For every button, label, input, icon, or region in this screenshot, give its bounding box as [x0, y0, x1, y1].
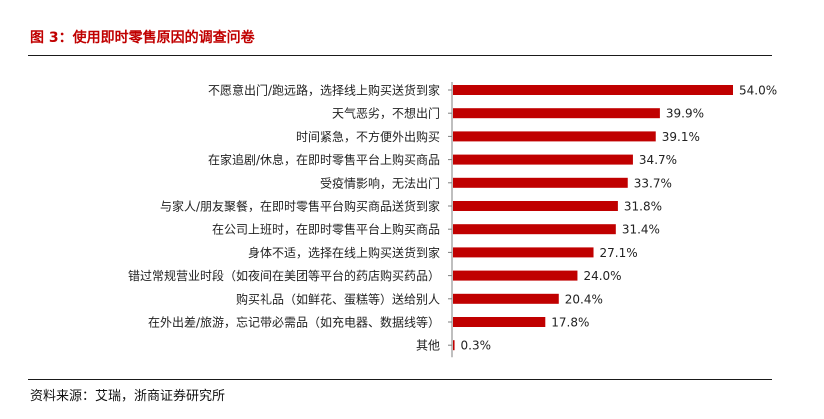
- bar: [453, 177, 628, 188]
- value-label: 31.8%: [624, 200, 662, 214]
- category-label: 购买礼品（如鲜花、蛋糕等）送给别人: [236, 291, 440, 306]
- category-label: 不愿意出门/跑远路，选择线上购买送货到家: [208, 83, 440, 98]
- category-label: 与家人/朋友聚餐，在即时零售平台购买商品送货到家: [160, 199, 440, 214]
- bar: [453, 154, 633, 165]
- bar: [453, 108, 660, 119]
- category-label: 在外出差/旅游，忘记带必需品（如充电器、数据线等）: [148, 315, 440, 330]
- value-label: 34.7%: [639, 153, 677, 167]
- value-label: 33.7%: [634, 176, 672, 190]
- value-label: 39.1%: [662, 130, 700, 144]
- bar: [453, 317, 546, 327]
- category-label: 天气恶劣，不想出门: [332, 106, 440, 121]
- bar: [453, 247, 594, 258]
- figure-title: 图 3：使用即时零售原因的调查问卷: [30, 30, 255, 46]
- bar: [453, 201, 618, 211]
- category-label: 时间紧急，不方便外出购买: [296, 129, 440, 144]
- category-label: 其他: [416, 339, 440, 353]
- value-label: 39.9%: [666, 107, 704, 121]
- value-label: 27.1%: [600, 246, 638, 260]
- bottom-rule: [28, 379, 772, 380]
- category-label: 身体不适，选择在线上购买送货到家: [248, 245, 440, 260]
- source-note: 资料来源：艾瑞，浙商证券研究所: [30, 389, 226, 404]
- value-label: 31.4%: [622, 223, 660, 237]
- bar: [453, 131, 656, 142]
- value-label: 17.8%: [551, 316, 589, 330]
- value-label: 24.0%: [583, 269, 621, 283]
- value-label: 0.3%: [461, 339, 492, 353]
- bar: [453, 224, 616, 235]
- bar: [453, 270, 578, 281]
- category-label: 错过常规营业时段（如夜间在美团等平台的药店购买药品）: [128, 268, 440, 283]
- category-label: 在公司上班时，在即时零售平台上购买商品: [212, 222, 440, 237]
- value-label: 20.4%: [565, 292, 603, 306]
- category-label: 在家追剧/休息，在即时零售平台上购买商品: [208, 152, 440, 167]
- bar: [453, 293, 559, 304]
- bar: [453, 85, 733, 95]
- bar: [453, 340, 455, 351]
- top-rule: [28, 55, 772, 56]
- category-label: 受疫情影响，无法出门: [320, 175, 440, 190]
- value-label: 54.0%: [739, 84, 777, 98]
